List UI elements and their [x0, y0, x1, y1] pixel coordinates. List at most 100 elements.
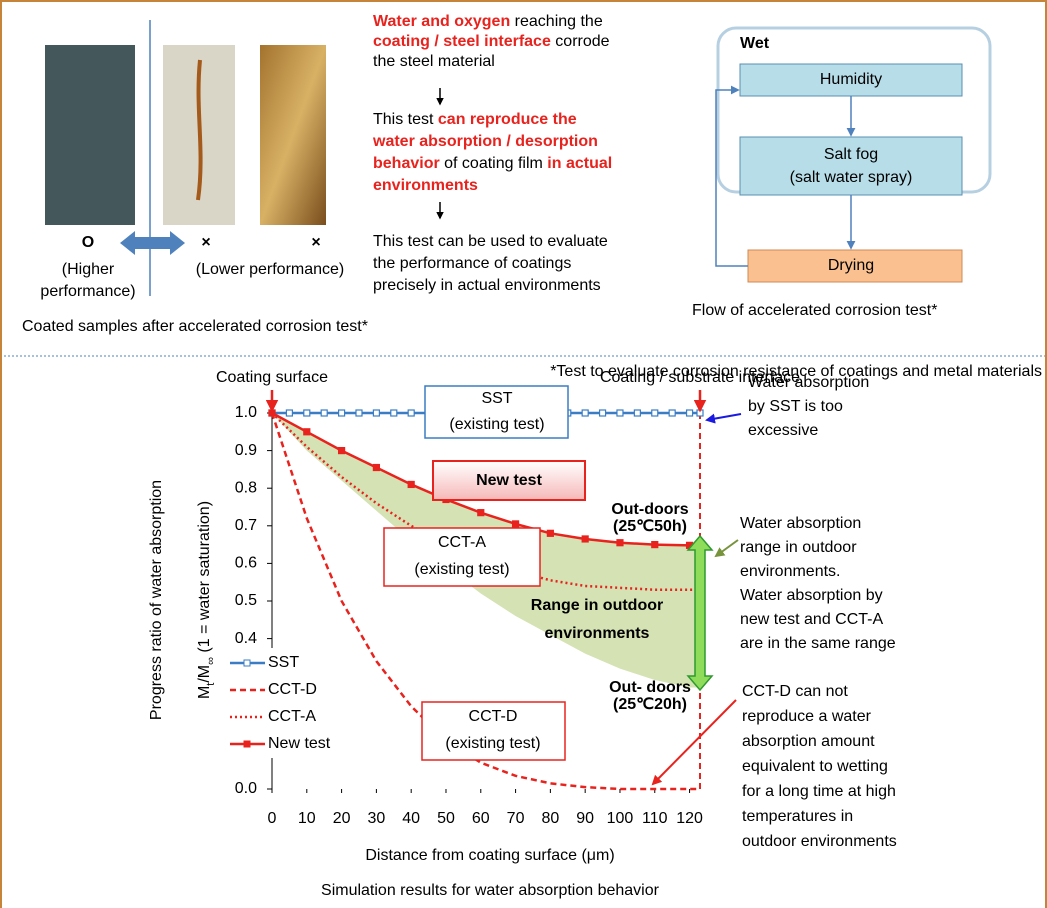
annotation: CCT-D [469, 708, 518, 725]
series-line [270, 412, 700, 791]
legend-box [222, 648, 334, 758]
photo-sample-bad [260, 45, 326, 225]
y-tick-label: 0.5 [235, 592, 257, 609]
x-tick-label: 70 [507, 810, 525, 827]
legend-label: CCT-A [268, 708, 316, 725]
y-axis-label-part: M [196, 686, 213, 699]
flow-node [747, 249, 963, 283]
x-tick-label: 100 [607, 810, 634, 827]
legend-label: CCT-D [268, 681, 317, 698]
annotation: Out- doors [609, 679, 691, 696]
x-tick-label: 60 [472, 810, 490, 827]
x-tick-label: 40 [402, 810, 420, 827]
step-line: the performance of coatings [373, 255, 571, 272]
y-tick-label: 0.7 [235, 517, 257, 534]
series-marker [668, 409, 676, 417]
series-marker [320, 409, 328, 417]
group-label: Wet [740, 35, 770, 52]
x-tick-label: 80 [541, 810, 559, 827]
annotation: excessive [748, 422, 818, 439]
annotation: (existing test) [449, 416, 544, 433]
step-line: This test can be used to evaluate [373, 233, 608, 250]
series-marker [477, 509, 485, 517]
x-tick-label: 120 [676, 810, 703, 827]
annotation: outdoor environments [742, 833, 897, 850]
step-segment: in actual [547, 155, 612, 172]
annotation: reproduce a water [742, 708, 872, 725]
series-marker [303, 409, 311, 417]
x-tick-label: 20 [333, 810, 351, 827]
y-axis-label-part: ∞ [205, 657, 217, 665]
node-label: Drying [828, 257, 874, 274]
x-tick-label: 10 [298, 810, 316, 827]
series-marker [303, 428, 311, 436]
double-arrow [120, 231, 185, 255]
step-segment: coating / steel interface [373, 33, 551, 50]
series-marker [546, 529, 554, 537]
rating-symbol: O [82, 234, 94, 251]
annotation: (existing test) [414, 561, 509, 578]
legend-label: New test [268, 735, 331, 752]
step-segment: This test [373, 111, 438, 128]
node-label: Humidity [820, 71, 882, 88]
series-marker [285, 409, 293, 417]
x-tick-label: 30 [367, 810, 385, 827]
y-axis-label-part: (1 = water saturation) [196, 501, 213, 657]
annotation: Coating surface [216, 369, 328, 386]
x-tick-label: 90 [576, 810, 594, 827]
annotation: equivalent to wetting [742, 758, 888, 775]
annotation: are in the same range [740, 635, 896, 652]
y-axis-label-part: t [205, 683, 217, 686]
caption: Coated samples after accelerated corrosi… [22, 318, 368, 335]
annotation: new test and CCT-A [740, 611, 884, 628]
step-segment: behavior [373, 155, 440, 172]
photo-rust-streak [196, 59, 203, 201]
rating-symbol: × [311, 234, 320, 251]
y-axis-label-part: /M [196, 665, 213, 683]
series-marker [651, 540, 659, 549]
y-tick-label: 0.9 [235, 442, 257, 459]
annotation: environments. [740, 563, 841, 580]
legend-marker [243, 740, 251, 748]
node-label: (salt water spray) [790, 169, 913, 186]
step-segment: This test can be used to evaluate [373, 233, 608, 250]
photo-sample-good [45, 45, 135, 225]
x-tick-label: 50 [437, 810, 455, 827]
plot: 0.00.10.20.30.40.50.60.70.80.91.00102030… [148, 369, 897, 899]
series-marker [337, 447, 346, 455]
series-marker [581, 409, 589, 417]
series-marker [372, 409, 380, 417]
step-segment: the performance of coatings [373, 255, 571, 272]
y-tick-label: 1.0 [235, 404, 257, 421]
series-marker [407, 480, 415, 489]
annotation: Water absorption by [740, 587, 883, 604]
series-marker [268, 409, 276, 417]
range-arrow [686, 534, 714, 692]
step-line: Water and oxygen reaching the [373, 13, 603, 30]
annotation: (25℃20h) [613, 696, 687, 713]
step-segment: water absorption / desorption [372, 133, 598, 150]
series-marker [581, 535, 589, 543]
annotation: absorption amount [742, 733, 875, 750]
annotation: Coating / substrate interface [600, 369, 800, 386]
series-marker [616, 539, 624, 547]
step-segment: environments [373, 177, 478, 194]
series-marker [337, 409, 346, 417]
step-line: the steel material [373, 53, 495, 70]
annotation: Out-doors [611, 501, 688, 518]
x-tick-label: 110 [642, 810, 668, 827]
step-segment: reaching the [510, 13, 603, 30]
rating-label: (Lower performance) [196, 261, 345, 278]
legend-marker [243, 659, 251, 667]
annotation: (existing test) [445, 735, 540, 752]
pointer-arrow [714, 539, 739, 558]
series-marker [616, 409, 624, 417]
series-marker [390, 409, 398, 417]
x-tick-label: 0 [268, 810, 277, 827]
step-segment: can reproduce the [438, 111, 577, 128]
annotation: CCT-D can not [742, 683, 848, 700]
annotation: Water absorption [748, 374, 869, 391]
legend-label: SST [268, 654, 299, 671]
pointer-arrow [651, 699, 737, 786]
